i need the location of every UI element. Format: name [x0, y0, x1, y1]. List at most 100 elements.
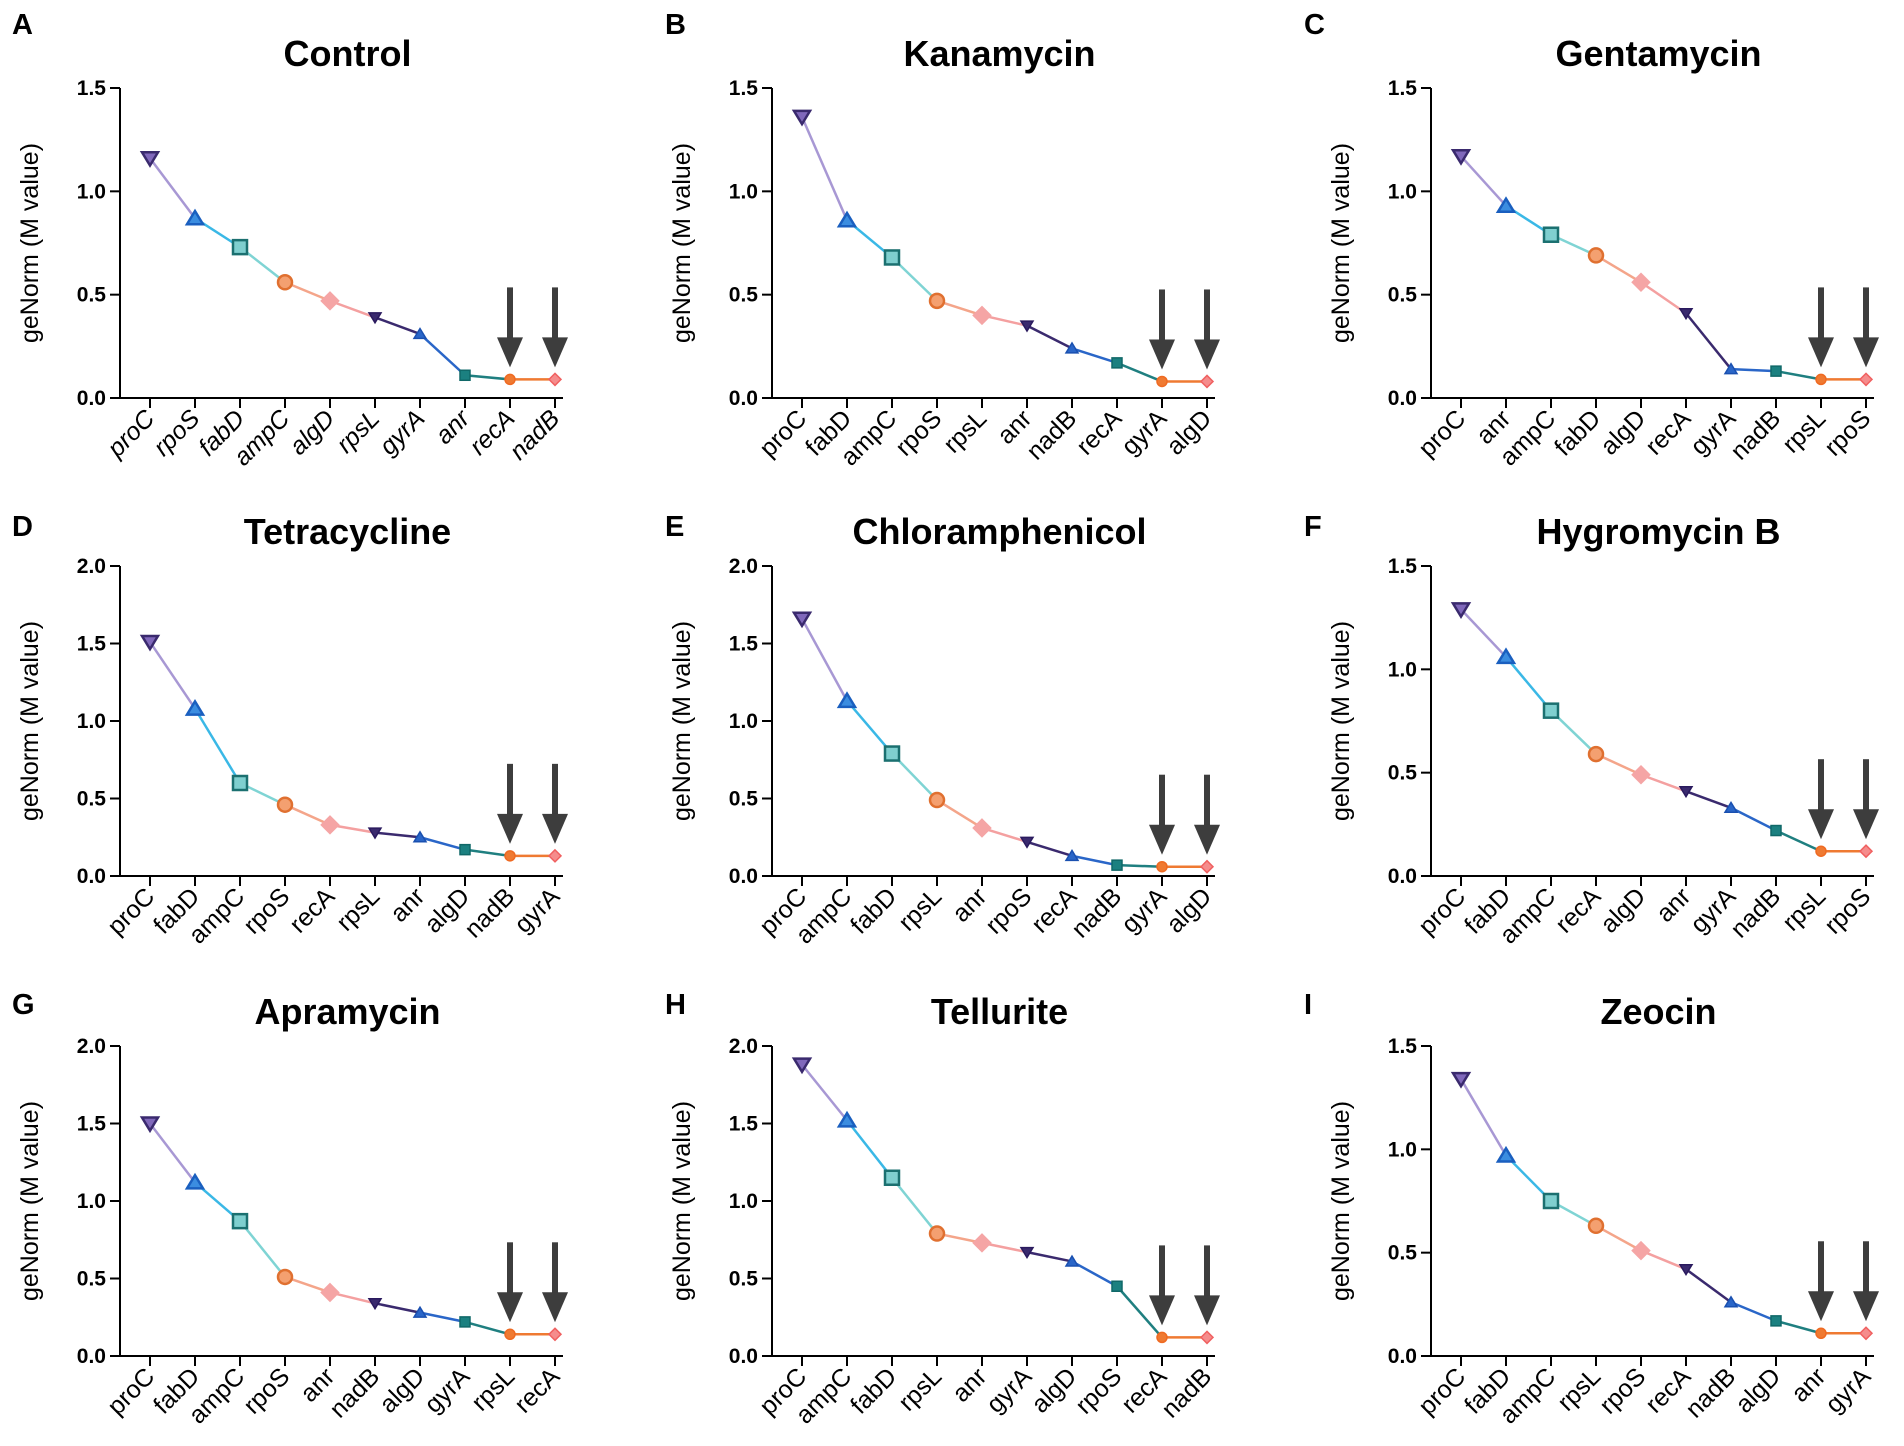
data-point-nadB	[1064, 341, 1080, 354]
data-point-rpsL	[928, 1225, 946, 1242]
data-point-anr	[1019, 320, 1035, 333]
y-tick-label: 1.0	[729, 710, 758, 733]
x-tick-label: rpsL	[893, 882, 947, 936]
data-point-rpoS	[1858, 372, 1874, 387]
y-axis-label: geNorm (M value)	[1327, 1101, 1355, 1301]
x-tick-label: rpsL	[466, 1362, 520, 1416]
x-tick-label: nadB	[1021, 404, 1082, 465]
data-point-nadB	[1723, 1295, 1739, 1308]
data-point-rpoS	[276, 1268, 294, 1286]
y-tick-label: 0.5	[1388, 1242, 1418, 1265]
series-line-segment	[1730, 1301, 1777, 1323]
data-point-rpoS	[184, 208, 206, 226]
data-point-ampC	[231, 774, 249, 792]
series-line-segment	[1640, 1249, 1687, 1271]
y-tick-label: 0.5	[77, 284, 107, 307]
data-point-fabD	[883, 745, 901, 762]
series-line-segment	[891, 1176, 938, 1235]
data-point-ampC	[883, 249, 901, 266]
data-point-ampC	[231, 1212, 249, 1230]
series-line-segment	[329, 299, 376, 319]
data-point-anr	[1678, 786, 1694, 799]
series-line-segment	[149, 157, 196, 219]
x-tick-label: algD	[1595, 882, 1651, 938]
y-tick-label: 1.5	[729, 633, 759, 656]
x-tick-label: gyrA	[419, 1362, 475, 1418]
data-point-nadB	[1770, 365, 1782, 377]
data-point-nadB	[367, 1298, 383, 1311]
y-tick-label: 1.5	[1388, 1035, 1418, 1058]
data-point-proC	[1450, 602, 1472, 620]
arrow-marker-anr	[1808, 1241, 1834, 1322]
y-tick-label: 0.0	[1388, 387, 1417, 410]
data-point-proC	[1450, 148, 1472, 166]
y-tick-label: 2.0	[77, 555, 106, 578]
x-tick-label: rpoS	[1070, 1362, 1127, 1419]
data-point-rpoS	[1111, 1280, 1123, 1292]
data-point-proC	[791, 611, 813, 629]
data-point-anr	[1495, 196, 1517, 214]
x-tick-label: rpoS	[890, 404, 947, 461]
y-tick-label: 0.5	[729, 284, 759, 307]
chart-panel-H: H Tellurite 0.0 0.5 1.0 1.5 2.0 geNorm (M value…	[665, 989, 1220, 1429]
series-line-segment	[374, 831, 421, 839]
data-point-gyrA	[1156, 375, 1168, 388]
arrow-marker-gyrA	[1853, 1241, 1879, 1322]
y-tick-label: 1.0	[1388, 180, 1417, 203]
x-tick-label: gyrA	[1116, 882, 1172, 938]
data-point-fabD	[184, 698, 206, 716]
series-line-segment	[374, 316, 421, 336]
data-point-algD	[1631, 764, 1651, 785]
series-line-segment	[1116, 863, 1163, 868]
y-tick-label: 0.5	[77, 788, 107, 811]
data-point-algD	[459, 843, 471, 856]
x-tick-label: rpsL	[331, 882, 385, 936]
arrow-marker-recA	[1149, 1245, 1175, 1326]
x-tick-label: algD	[1730, 1362, 1786, 1418]
series-line-segment	[1730, 806, 1777, 832]
x-tick-label: rpoS	[1594, 1362, 1651, 1419]
series-line-segment	[1460, 608, 1507, 658]
data-point-recA	[320, 815, 340, 835]
chart-title: Control	[284, 33, 412, 74]
chart-title: Kanamycin	[903, 33, 1095, 74]
data-point-recA	[1156, 1331, 1168, 1344]
data-point-proC	[1450, 1071, 1472, 1089]
data-point-rpsL	[1815, 845, 1827, 857]
y-tick-label: 0.0	[77, 1345, 106, 1368]
arrow-marker-nadB	[542, 287, 568, 368]
chart-title: Apramycin	[254, 991, 440, 1032]
panel-letter: G	[12, 989, 35, 1021]
data-point-algD	[1064, 1254, 1080, 1267]
series-line-segment	[1026, 324, 1073, 350]
data-point-gyrA	[412, 327, 428, 340]
data-point-rpsL	[1587, 1217, 1605, 1235]
data-point-recA	[504, 373, 516, 386]
data-point-rpoS	[928, 292, 946, 310]
series-line-segment	[149, 1122, 196, 1184]
data-point-proC	[791, 1057, 813, 1075]
series-line-segment	[1505, 656, 1552, 712]
data-point-gyrA	[1723, 800, 1739, 814]
x-tick-label: nadB	[1725, 404, 1786, 465]
data-point-algD	[1631, 272, 1651, 293]
chart-title: Chloramphenicol	[852, 511, 1146, 552]
y-tick-label: 0.5	[1388, 284, 1418, 307]
y-tick-label: 1.5	[1388, 555, 1418, 578]
x-tick-label: algD	[284, 404, 340, 460]
chart-title: Hygromycin B	[1536, 511, 1780, 552]
chart-title: Zeocin	[1600, 991, 1716, 1032]
panel-letter: E	[665, 511, 684, 543]
data-point-recA	[547, 1327, 563, 1342]
series-line-segment	[1685, 312, 1732, 370]
chart-panel-B: B Kanamycin 0.0 0.5 1.0 1.5 geNorm (M value) pr…	[665, 9, 1220, 471]
chart-title: Gentamycin	[1555, 33, 1761, 74]
data-point-rpsL	[1815, 373, 1827, 386]
data-point-fabD	[231, 238, 249, 256]
x-tick-label: rpoS	[1819, 404, 1876, 461]
x-tick-label: fabD	[1549, 404, 1606, 461]
series-line-segment	[1459, 1078, 1508, 1157]
data-point-rpsL	[928, 791, 946, 809]
x-tick-label: gyrA	[1820, 1362, 1876, 1418]
